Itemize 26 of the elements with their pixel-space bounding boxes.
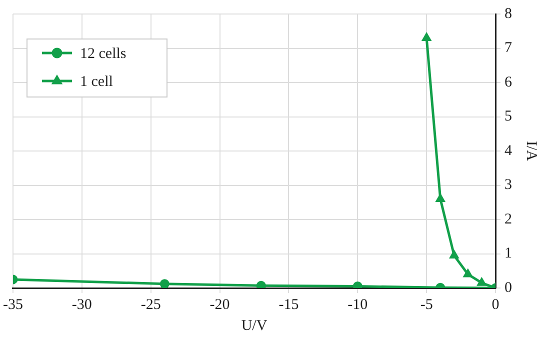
y-tick-label: 0 <box>504 280 512 296</box>
point <box>422 33 431 41</box>
x-tick-label: -25 <box>140 296 161 313</box>
x-tick-label: 0 <box>492 296 500 313</box>
x-axis-title: U/V <box>241 318 268 334</box>
legend-label: 1 cell <box>80 74 113 90</box>
x-tick-label: -30 <box>72 296 92 313</box>
point <box>256 280 266 288</box>
y-tick-label: 3 <box>504 177 512 194</box>
x-tick-label: -5 <box>420 296 433 313</box>
point <box>160 279 170 288</box>
y-tick-label: 4 <box>504 142 512 159</box>
y-tick-label: 7 <box>504 40 512 56</box>
x-tick-label: -20 <box>210 296 230 313</box>
y-tick-label: 2 <box>504 211 512 228</box>
point <box>450 250 458 258</box>
y-tick-label: 1 <box>504 246 512 262</box>
legend-label: 12 cells <box>80 46 126 62</box>
y-tick-label: 8 <box>504 6 512 22</box>
x-tick-label: -15 <box>278 296 299 313</box>
x-tick-label: -10 <box>348 296 368 313</box>
y-tick-label: 5 <box>504 108 512 125</box>
point <box>436 194 445 202</box>
y-axis-title: I/A <box>523 141 540 162</box>
x-tick-label: -35 <box>3 296 23 313</box>
y-tick-label: 6 <box>504 74 512 90</box>
